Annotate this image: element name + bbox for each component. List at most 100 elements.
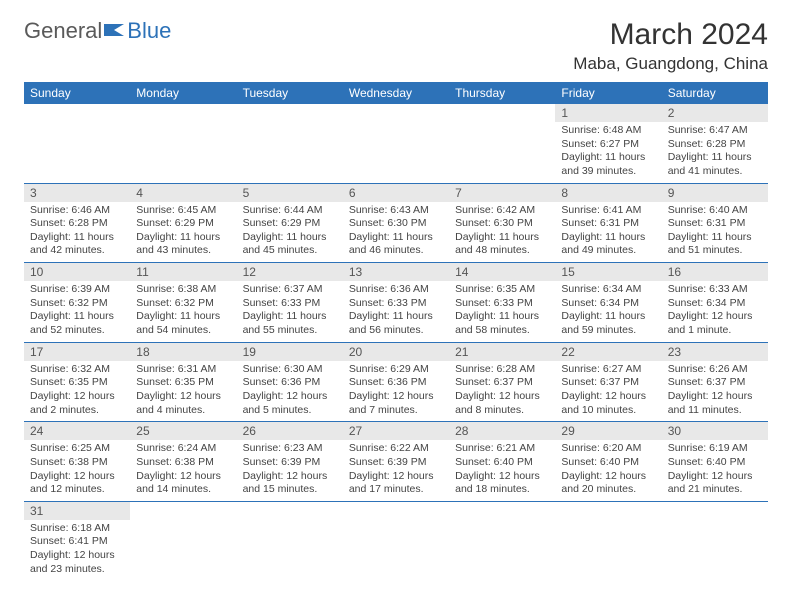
- day-number: 25: [130, 422, 236, 440]
- day-details: Sunrise: 6:35 AMSunset: 6:33 PMDaylight:…: [449, 281, 555, 342]
- day-cell: 8Sunrise: 6:41 AMSunset: 6:31 PMDaylight…: [555, 183, 661, 263]
- month-title: March 2024: [573, 18, 768, 52]
- day-details: Sunrise: 6:38 AMSunset: 6:32 PMDaylight:…: [130, 281, 236, 342]
- day-cell: 3Sunrise: 6:46 AMSunset: 6:28 PMDaylight…: [24, 183, 130, 263]
- calendar-row: 17Sunrise: 6:32 AMSunset: 6:35 PMDayligh…: [24, 342, 768, 422]
- location: Maba, Guangdong, China: [573, 54, 768, 74]
- empty-cell: [343, 501, 449, 580]
- day-details: Sunrise: 6:20 AMSunset: 6:40 PMDaylight:…: [555, 440, 661, 501]
- day-details: Sunrise: 6:32 AMSunset: 6:35 PMDaylight:…: [24, 361, 130, 422]
- day-number: 14: [449, 263, 555, 281]
- day-cell: 30Sunrise: 6:19 AMSunset: 6:40 PMDayligh…: [662, 422, 768, 502]
- day-cell: 22Sunrise: 6:27 AMSunset: 6:37 PMDayligh…: [555, 342, 661, 422]
- day-cell: 15Sunrise: 6:34 AMSunset: 6:34 PMDayligh…: [555, 263, 661, 343]
- empty-cell: [343, 104, 449, 183]
- weekday-header: Tuesday: [237, 82, 343, 104]
- day-number: 19: [237, 343, 343, 361]
- weekday-header: Thursday: [449, 82, 555, 104]
- day-number: 13: [343, 263, 449, 281]
- day-cell: 2Sunrise: 6:47 AMSunset: 6:28 PMDaylight…: [662, 104, 768, 183]
- day-cell: 14Sunrise: 6:35 AMSunset: 6:33 PMDayligh…: [449, 263, 555, 343]
- day-number: 23: [662, 343, 768, 361]
- flag-icon: [104, 18, 126, 44]
- weekday-header: Monday: [130, 82, 236, 104]
- day-cell: 5Sunrise: 6:44 AMSunset: 6:29 PMDaylight…: [237, 183, 343, 263]
- day-number: 31: [24, 502, 130, 520]
- calendar-row: 10Sunrise: 6:39 AMSunset: 6:32 PMDayligh…: [24, 263, 768, 343]
- day-details: Sunrise: 6:26 AMSunset: 6:37 PMDaylight:…: [662, 361, 768, 422]
- day-cell: 29Sunrise: 6:20 AMSunset: 6:40 PMDayligh…: [555, 422, 661, 502]
- weekday-header: Saturday: [662, 82, 768, 104]
- day-details: Sunrise: 6:29 AMSunset: 6:36 PMDaylight:…: [343, 361, 449, 422]
- day-cell: 20Sunrise: 6:29 AMSunset: 6:36 PMDayligh…: [343, 342, 449, 422]
- empty-cell: [449, 501, 555, 580]
- calendar-body: 1Sunrise: 6:48 AMSunset: 6:27 PMDaylight…: [24, 104, 768, 580]
- day-details: Sunrise: 6:31 AMSunset: 6:35 PMDaylight:…: [130, 361, 236, 422]
- day-number: 1: [555, 104, 661, 122]
- day-details: Sunrise: 6:44 AMSunset: 6:29 PMDaylight:…: [237, 202, 343, 263]
- day-number: 30: [662, 422, 768, 440]
- day-details: Sunrise: 6:33 AMSunset: 6:34 PMDaylight:…: [662, 281, 768, 342]
- day-details: Sunrise: 6:23 AMSunset: 6:39 PMDaylight:…: [237, 440, 343, 501]
- day-number: 11: [130, 263, 236, 281]
- day-details: Sunrise: 6:22 AMSunset: 6:39 PMDaylight:…: [343, 440, 449, 501]
- day-details: Sunrise: 6:37 AMSunset: 6:33 PMDaylight:…: [237, 281, 343, 342]
- day-cell: 9Sunrise: 6:40 AMSunset: 6:31 PMDaylight…: [662, 183, 768, 263]
- day-details: Sunrise: 6:43 AMSunset: 6:30 PMDaylight:…: [343, 202, 449, 263]
- day-number: 2: [662, 104, 768, 122]
- day-number: 29: [555, 422, 661, 440]
- weekday-header-row: SundayMondayTuesdayWednesdayThursdayFrid…: [24, 82, 768, 104]
- calendar-table: SundayMondayTuesdayWednesdayThursdayFrid…: [24, 82, 768, 580]
- day-details: Sunrise: 6:42 AMSunset: 6:30 PMDaylight:…: [449, 202, 555, 263]
- logo-text-2: Blue: [127, 18, 171, 44]
- day-details: Sunrise: 6:47 AMSunset: 6:28 PMDaylight:…: [662, 122, 768, 183]
- day-details: Sunrise: 6:34 AMSunset: 6:34 PMDaylight:…: [555, 281, 661, 342]
- title-block: March 2024 Maba, Guangdong, China: [573, 18, 768, 74]
- day-number: 9: [662, 184, 768, 202]
- day-cell: 27Sunrise: 6:22 AMSunset: 6:39 PMDayligh…: [343, 422, 449, 502]
- weekday-header: Sunday: [24, 82, 130, 104]
- weekday-header: Wednesday: [343, 82, 449, 104]
- day-number: 22: [555, 343, 661, 361]
- day-details: Sunrise: 6:19 AMSunset: 6:40 PMDaylight:…: [662, 440, 768, 501]
- day-details: Sunrise: 6:36 AMSunset: 6:33 PMDaylight:…: [343, 281, 449, 342]
- day-cell: 18Sunrise: 6:31 AMSunset: 6:35 PMDayligh…: [130, 342, 236, 422]
- empty-cell: [130, 104, 236, 183]
- day-details: Sunrise: 6:30 AMSunset: 6:36 PMDaylight:…: [237, 361, 343, 422]
- day-number: 4: [130, 184, 236, 202]
- day-details: Sunrise: 6:40 AMSunset: 6:31 PMDaylight:…: [662, 202, 768, 263]
- day-cell: 17Sunrise: 6:32 AMSunset: 6:35 PMDayligh…: [24, 342, 130, 422]
- calendar-row: 24Sunrise: 6:25 AMSunset: 6:38 PMDayligh…: [24, 422, 768, 502]
- day-cell: 21Sunrise: 6:28 AMSunset: 6:37 PMDayligh…: [449, 342, 555, 422]
- logo: General Blue: [24, 18, 171, 44]
- day-cell: 4Sunrise: 6:45 AMSunset: 6:29 PMDaylight…: [130, 183, 236, 263]
- empty-cell: [237, 104, 343, 183]
- day-details: Sunrise: 6:25 AMSunset: 6:38 PMDaylight:…: [24, 440, 130, 501]
- weekday-header: Friday: [555, 82, 661, 104]
- day-details: Sunrise: 6:21 AMSunset: 6:40 PMDaylight:…: [449, 440, 555, 501]
- day-cell: 23Sunrise: 6:26 AMSunset: 6:37 PMDayligh…: [662, 342, 768, 422]
- day-details: Sunrise: 6:48 AMSunset: 6:27 PMDaylight:…: [555, 122, 661, 183]
- day-number: 16: [662, 263, 768, 281]
- day-number: 26: [237, 422, 343, 440]
- day-details: Sunrise: 6:39 AMSunset: 6:32 PMDaylight:…: [24, 281, 130, 342]
- day-number: 28: [449, 422, 555, 440]
- calendar-row: 3Sunrise: 6:46 AMSunset: 6:28 PMDaylight…: [24, 183, 768, 263]
- day-number: 27: [343, 422, 449, 440]
- day-number: 10: [24, 263, 130, 281]
- day-details: Sunrise: 6:41 AMSunset: 6:31 PMDaylight:…: [555, 202, 661, 263]
- day-number: 12: [237, 263, 343, 281]
- day-cell: 12Sunrise: 6:37 AMSunset: 6:33 PMDayligh…: [237, 263, 343, 343]
- day-cell: 28Sunrise: 6:21 AMSunset: 6:40 PMDayligh…: [449, 422, 555, 502]
- day-cell: 1Sunrise: 6:48 AMSunset: 6:27 PMDaylight…: [555, 104, 661, 183]
- day-details: Sunrise: 6:28 AMSunset: 6:37 PMDaylight:…: [449, 361, 555, 422]
- day-cell: 7Sunrise: 6:42 AMSunset: 6:30 PMDaylight…: [449, 183, 555, 263]
- day-details: Sunrise: 6:18 AMSunset: 6:41 PMDaylight:…: [24, 520, 130, 581]
- day-cell: 26Sunrise: 6:23 AMSunset: 6:39 PMDayligh…: [237, 422, 343, 502]
- calendar-row: 31Sunrise: 6:18 AMSunset: 6:41 PMDayligh…: [24, 501, 768, 580]
- empty-cell: [449, 104, 555, 183]
- day-number: 5: [237, 184, 343, 202]
- day-number: 6: [343, 184, 449, 202]
- empty-cell: [555, 501, 661, 580]
- day-number: 7: [449, 184, 555, 202]
